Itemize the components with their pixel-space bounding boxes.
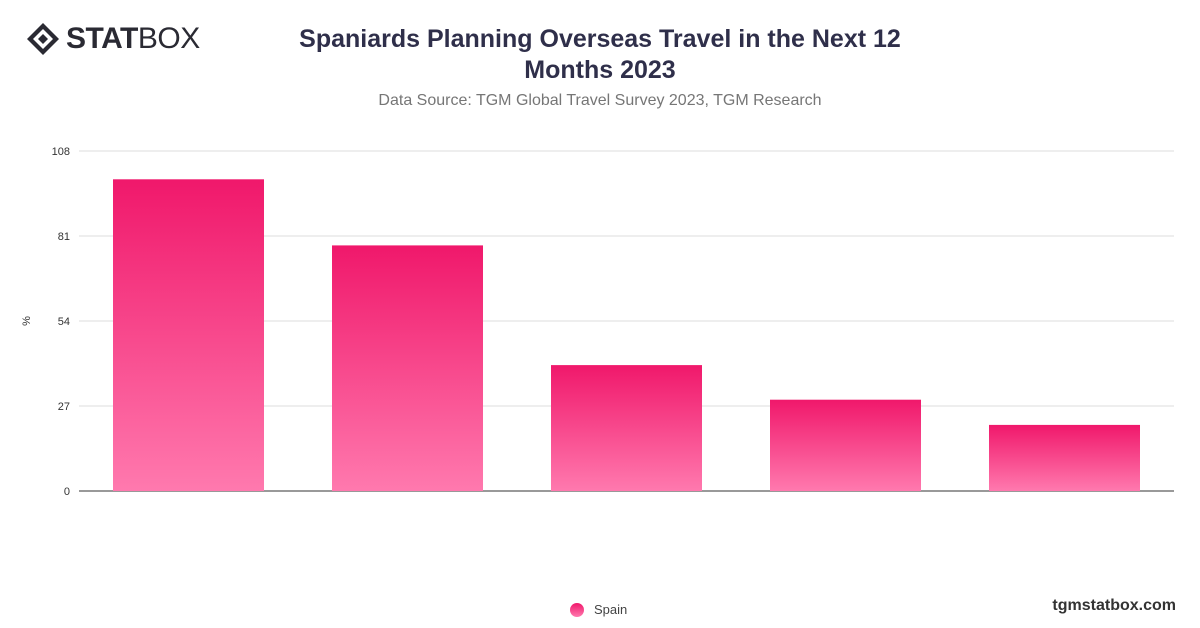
site-credit: tgmstatbox.com: [1052, 597, 1176, 614]
statbox-logo: STATBOX: [26, 22, 200, 56]
logo-word-light: BOX: [137, 22, 200, 55]
bar-3[interactable]: [551, 365, 702, 491]
y-axis-label: %: [21, 316, 33, 326]
chart-title: Spaniards Planning Overseas Travel in th…: [299, 25, 901, 84]
logo-wordmark: STATBOX: [66, 22, 200, 56]
bar-1[interactable]: [113, 179, 264, 492]
y-tick-label: 54: [58, 316, 70, 328]
y-tick-label: 81: [58, 231, 70, 243]
y-tick-label: 0: [64, 486, 70, 498]
bar-2[interactable]: [332, 245, 483, 491]
legend-swatch-spain: [570, 602, 584, 617]
y-tick-label: 27: [58, 401, 70, 413]
legend-label-spain: Spain: [594, 602, 628, 617]
y-tick-label: 108: [52, 146, 70, 158]
chart-subtitle: Data Source: TGM Global Travel Survey 20…: [378, 92, 822, 109]
chart-legend[interactable]: Spain: [570, 602, 627, 617]
logo-word-bold: STAT: [66, 22, 138, 55]
bar-5[interactable]: [989, 424, 1140, 491]
statbox-diamond-icon: [27, 23, 59, 55]
bar-4[interactable]: [770, 399, 921, 491]
